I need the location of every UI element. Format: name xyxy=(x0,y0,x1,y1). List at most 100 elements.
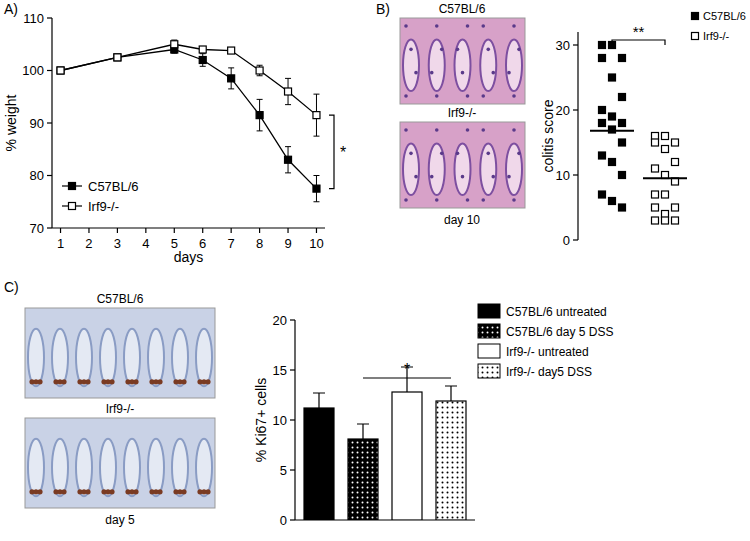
marker xyxy=(609,113,616,120)
nucleus xyxy=(481,198,485,202)
crypt xyxy=(506,40,522,92)
y-tick-label: 70 xyxy=(30,221,44,236)
legend-label: C57BL/6 untreated xyxy=(506,305,607,319)
y-tick-label: 0 xyxy=(563,233,570,248)
nucleus xyxy=(461,71,465,75)
marker xyxy=(313,185,320,192)
nucleus xyxy=(409,152,413,156)
x-tick xyxy=(259,228,260,233)
nucleus xyxy=(404,198,408,202)
crypt xyxy=(76,329,92,387)
y-tick-label: 0 xyxy=(280,513,287,528)
marker xyxy=(652,191,659,198)
nucleus xyxy=(507,175,511,179)
nucleus xyxy=(481,128,485,132)
marker xyxy=(619,204,626,211)
legend-marker xyxy=(69,183,76,190)
nucleus xyxy=(461,175,465,179)
marker xyxy=(599,42,606,49)
marker xyxy=(57,67,64,74)
legend-marker xyxy=(69,203,76,210)
nucleus xyxy=(435,24,439,28)
crypt xyxy=(506,144,522,196)
nucleus xyxy=(414,71,418,75)
nucleus xyxy=(466,24,470,28)
error-bar xyxy=(285,78,291,104)
marker xyxy=(599,191,606,198)
plot-area xyxy=(304,367,466,520)
image-frame xyxy=(400,18,525,104)
nucleus xyxy=(440,48,444,52)
legend-label: C57BL/6 xyxy=(88,179,139,194)
nucleus xyxy=(512,128,516,132)
marker xyxy=(662,146,669,153)
marker xyxy=(114,54,121,61)
crypt xyxy=(76,439,92,497)
stained-nucleus xyxy=(181,379,186,384)
marker xyxy=(652,165,659,172)
y-tick xyxy=(573,109,578,110)
crypt xyxy=(429,40,445,92)
nucleus xyxy=(435,198,439,202)
x-axis-label: days xyxy=(174,249,204,265)
y-tick xyxy=(47,227,52,228)
x-tick xyxy=(88,228,89,233)
stained-nucleus xyxy=(157,489,162,494)
image-label: Irf9-/- xyxy=(448,106,477,120)
y-tick-label: 15 xyxy=(273,363,287,378)
nucleus xyxy=(466,128,470,132)
x-tick xyxy=(117,228,118,233)
plot-area xyxy=(590,42,687,225)
x-tick xyxy=(287,228,288,233)
error-bar xyxy=(171,40,177,48)
nucleus xyxy=(512,24,516,28)
stained-nucleus xyxy=(109,379,114,384)
y-axis-label: % weight xyxy=(3,94,19,151)
crypt xyxy=(52,329,68,387)
crypt xyxy=(148,329,164,387)
nucleus xyxy=(404,94,408,98)
crypt xyxy=(52,439,68,497)
marker xyxy=(256,67,263,74)
nucleus xyxy=(404,128,408,132)
crypt xyxy=(172,329,188,387)
y-tick xyxy=(47,70,52,71)
stained-nucleus xyxy=(205,379,210,384)
error-bar xyxy=(114,55,120,60)
stained-nucleus xyxy=(205,489,210,494)
marker xyxy=(57,67,64,74)
marker xyxy=(199,46,206,53)
y-tick xyxy=(290,319,295,320)
image-label: C57BL/6 xyxy=(97,292,144,306)
marker xyxy=(652,139,659,146)
x-axis xyxy=(52,227,325,228)
image-frame xyxy=(400,122,525,208)
marker xyxy=(171,41,178,48)
nucleus xyxy=(512,94,516,98)
significance-bracket xyxy=(329,115,334,189)
nucleus xyxy=(430,175,434,179)
mean-line xyxy=(643,177,687,179)
legend-swatch xyxy=(478,344,500,358)
nucleus xyxy=(414,175,418,179)
error-bar xyxy=(313,176,319,202)
crypt xyxy=(100,329,116,387)
crypt xyxy=(196,329,212,387)
y-tick xyxy=(573,174,578,175)
error-bar xyxy=(200,47,206,52)
crypt xyxy=(172,439,188,497)
y-tick xyxy=(47,17,52,18)
stained-nucleus xyxy=(157,379,162,384)
marker xyxy=(672,139,679,146)
marker xyxy=(228,75,235,82)
error-bar xyxy=(313,94,319,136)
marker xyxy=(672,217,679,224)
nucleus xyxy=(517,48,521,52)
legend-marker xyxy=(692,33,699,40)
significance-bracket xyxy=(612,40,665,45)
y-tick xyxy=(290,519,295,520)
nucleus xyxy=(440,152,444,156)
marker xyxy=(662,217,669,224)
marker xyxy=(199,57,206,64)
error-bar xyxy=(200,54,206,67)
